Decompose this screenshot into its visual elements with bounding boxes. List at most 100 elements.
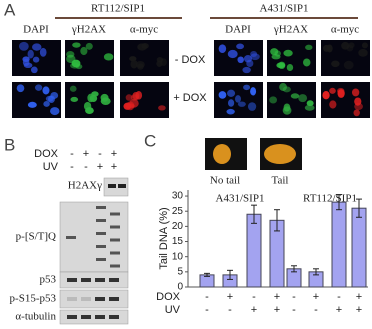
row-label: + DOX: [173, 92, 207, 104]
cell-nucleus: [218, 44, 227, 54]
cell-nucleus: [250, 87, 257, 96]
treatment-sign: +: [356, 291, 362, 303]
panel-label: B: [4, 135, 15, 154]
cell-nucleus: [361, 42, 368, 49]
band: [67, 315, 77, 319]
cell-nucleus: [329, 100, 337, 109]
treatment-sign: -: [84, 161, 88, 173]
blot-label: α-tubulin: [15, 311, 56, 323]
panel-label: C: [144, 131, 156, 150]
treatment-sign: -: [70, 161, 74, 173]
band: [81, 297, 91, 301]
cell-nucleus: [158, 105, 166, 111]
group-title: RT112/SIP1: [91, 3, 145, 15]
cell-nucleus: [341, 41, 350, 50]
treatment-sign: +: [274, 304, 280, 316]
cell-nucleus: [358, 49, 368, 57]
bar: [351, 207, 367, 288]
treatment-sign: +: [274, 291, 280, 303]
y-tick-label: 0: [177, 282, 183, 293]
treatment-sign: -: [228, 304, 232, 316]
band: [96, 232, 106, 235]
blot: [59, 271, 129, 289]
cell-nucleus: [18, 41, 29, 51]
comet: [213, 144, 231, 164]
group-label: RT112/SIP1: [303, 193, 357, 205]
y-tick-label: 15: [172, 236, 184, 247]
cell-nucleus: [39, 47, 47, 57]
treatment-label: UV: [43, 161, 59, 173]
cell-nucleus: [69, 85, 77, 92]
cell-nucleus: [290, 93, 300, 99]
cell-nucleus: [247, 102, 257, 111]
cell-nucleus: [135, 91, 143, 100]
column-label: DAPI: [225, 24, 251, 36]
cell-nucleus: [30, 66, 38, 74]
band: [110, 238, 120, 242]
cell-nucleus: [236, 43, 244, 50]
band: [109, 278, 119, 282]
treatment-sign: -: [314, 304, 318, 316]
cell-nucleus: [75, 64, 83, 70]
treatment-sign: +: [227, 291, 233, 303]
group-title: A431/SIP1: [260, 3, 309, 15]
band: [95, 297, 105, 301]
band: [108, 184, 116, 188]
cell-nucleus: [282, 86, 291, 93]
cell-nucleus: [237, 101, 246, 107]
cell-nucleus: [100, 97, 111, 105]
cell-nucleus: [85, 107, 94, 114]
blot: [59, 309, 129, 325]
blot-label: p-[S/T]Q: [16, 231, 56, 243]
treatment-sign: -: [292, 304, 296, 316]
y-tick-label: 5: [177, 266, 183, 277]
panel-label: A: [4, 0, 16, 19]
cell-nucleus: [227, 99, 235, 107]
bar: [246, 213, 262, 288]
blot-label: p53: [40, 274, 57, 286]
band: [95, 278, 105, 282]
band: [110, 264, 120, 268]
treatment-sign: -: [70, 148, 74, 160]
treatment-sign: -: [292, 291, 296, 303]
cell-nucleus: [322, 91, 330, 100]
cell-nucleus: [226, 108, 235, 115]
treatment-sign: -: [205, 291, 209, 303]
column-label: α-myc: [331, 24, 359, 36]
band: [110, 212, 120, 216]
cell-nucleus: [34, 84, 43, 91]
micrograph: [321, 82, 370, 118]
column-label: γH2AX: [71, 24, 106, 36]
treatment-label: DOX: [34, 148, 59, 160]
cell-nucleus: [276, 62, 286, 69]
blot-label: H2AXγ: [68, 180, 102, 192]
cell-nucleus: [306, 100, 314, 107]
cell-nucleus: [227, 49, 238, 59]
cell-nucleus: [227, 89, 236, 97]
cell-nucleus: [72, 42, 81, 48]
cell-nucleus: [305, 44, 313, 50]
cell-nucleus: [271, 54, 281, 60]
treatment-sign: +: [83, 148, 89, 160]
column-label: α-myc: [130, 24, 158, 36]
cell-nucleus: [70, 96, 79, 102]
cell-nucleus: [243, 84, 251, 91]
cell-nucleus: [137, 63, 144, 70]
treatment-sign: +: [251, 304, 257, 316]
cell-nucleus: [237, 56, 244, 64]
treatment-sign: +: [313, 291, 319, 303]
cell-nucleus: [43, 101, 50, 107]
cell-nucleus: [27, 49, 34, 59]
treatment-sign: +: [97, 161, 103, 173]
image-label: Tail: [272, 175, 289, 187]
band: [67, 297, 77, 301]
cell-nucleus: [303, 58, 311, 67]
band: [95, 315, 105, 319]
treatment-label: DOX: [156, 291, 181, 303]
cell-nucleus: [269, 96, 278, 104]
cell-nucleus: [354, 102, 363, 111]
band: [118, 184, 126, 188]
band: [110, 251, 120, 255]
cell-nucleus: [126, 101, 135, 111]
